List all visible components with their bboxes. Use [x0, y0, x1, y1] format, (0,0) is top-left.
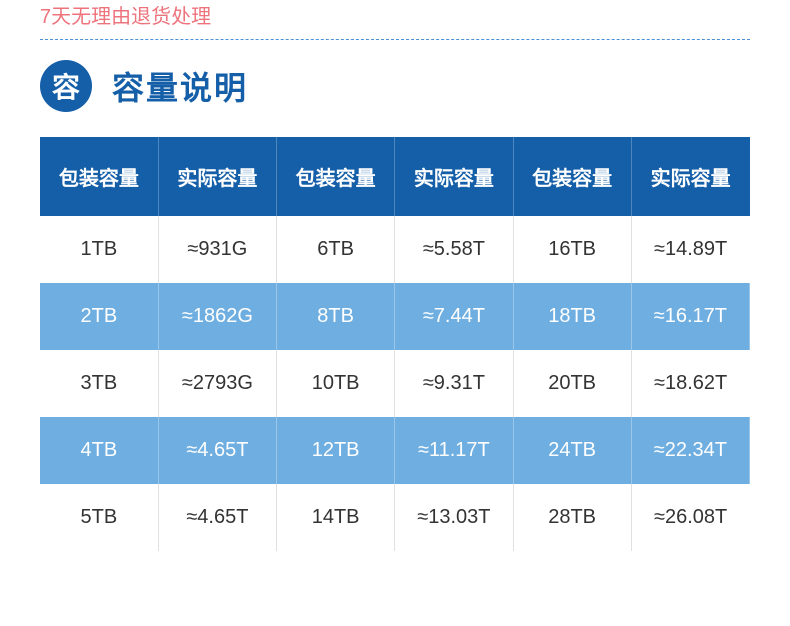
col-header: 实际容量 — [631, 137, 749, 216]
cell: ≈1862G — [158, 283, 276, 350]
table-row: 3TB ≈2793G 10TB ≈9.31T 20TB ≈18.62T — [40, 350, 750, 417]
cell: ≈14.89T — [631, 216, 749, 283]
col-header: 包装容量 — [40, 137, 158, 216]
cell: ≈22.34T — [631, 417, 749, 484]
cell: ≈4.65T — [158, 417, 276, 484]
col-header: 包装容量 — [513, 137, 631, 216]
cell: ≈9.31T — [395, 350, 513, 417]
cell: 12TB — [277, 417, 395, 484]
section-title: 容量说明 — [112, 63, 248, 109]
cell: 28TB — [513, 484, 631, 551]
table-row: 1TB ≈931G 6TB ≈5.58T 16TB ≈14.89T — [40, 216, 750, 283]
cell: 24TB — [513, 417, 631, 484]
capacity-badge-icon: 容 — [40, 60, 92, 112]
cell: 10TB — [277, 350, 395, 417]
section-header: 容 容量说明 — [0, 60, 790, 137]
table-header-row: 包装容量 实际容量 包装容量 实际容量 包装容量 实际容量 — [40, 137, 750, 216]
table-row: 4TB ≈4.65T 12TB ≈11.17T 24TB ≈22.34T — [40, 417, 750, 484]
cell: ≈7.44T — [395, 283, 513, 350]
section-divider — [40, 39, 750, 40]
cell: 1TB — [40, 216, 158, 283]
cell: ≈16.17T — [631, 283, 749, 350]
cell: ≈2793G — [158, 350, 276, 417]
table-row: 5TB ≈4.65T 14TB ≈13.03T 28TB ≈26.08T — [40, 484, 750, 551]
cell: 5TB — [40, 484, 158, 551]
capacity-table: 包装容量 实际容量 包装容量 实际容量 包装容量 实际容量 1TB ≈931G … — [40, 137, 750, 551]
cell: ≈18.62T — [631, 350, 749, 417]
cell: ≈931G — [158, 216, 276, 283]
table-row: 2TB ≈1862G 8TB ≈7.44T 18TB ≈16.17T — [40, 283, 750, 350]
cell: ≈13.03T — [395, 484, 513, 551]
cell: 6TB — [277, 216, 395, 283]
col-header: 实际容量 — [158, 137, 276, 216]
col-header: 实际容量 — [395, 137, 513, 216]
cell: 2TB — [40, 283, 158, 350]
cell: 3TB — [40, 350, 158, 417]
cell: 16TB — [513, 216, 631, 283]
col-header: 包装容量 — [277, 137, 395, 216]
cell: 18TB — [513, 283, 631, 350]
table-body: 1TB ≈931G 6TB ≈5.58T 16TB ≈14.89T 2TB ≈1… — [40, 216, 750, 551]
capacity-table-container: 包装容量 实际容量 包装容量 实际容量 包装容量 实际容量 1TB ≈931G … — [0, 137, 790, 551]
return-policy-text: 7天无理由退货处理 — [0, 0, 790, 39]
cell: 14TB — [277, 484, 395, 551]
cell: 4TB — [40, 417, 158, 484]
cell: ≈5.58T — [395, 216, 513, 283]
cell: ≈26.08T — [631, 484, 749, 551]
cell: 20TB — [513, 350, 631, 417]
cell: ≈11.17T — [395, 417, 513, 484]
cell: 8TB — [277, 283, 395, 350]
cell: ≈4.65T — [158, 484, 276, 551]
